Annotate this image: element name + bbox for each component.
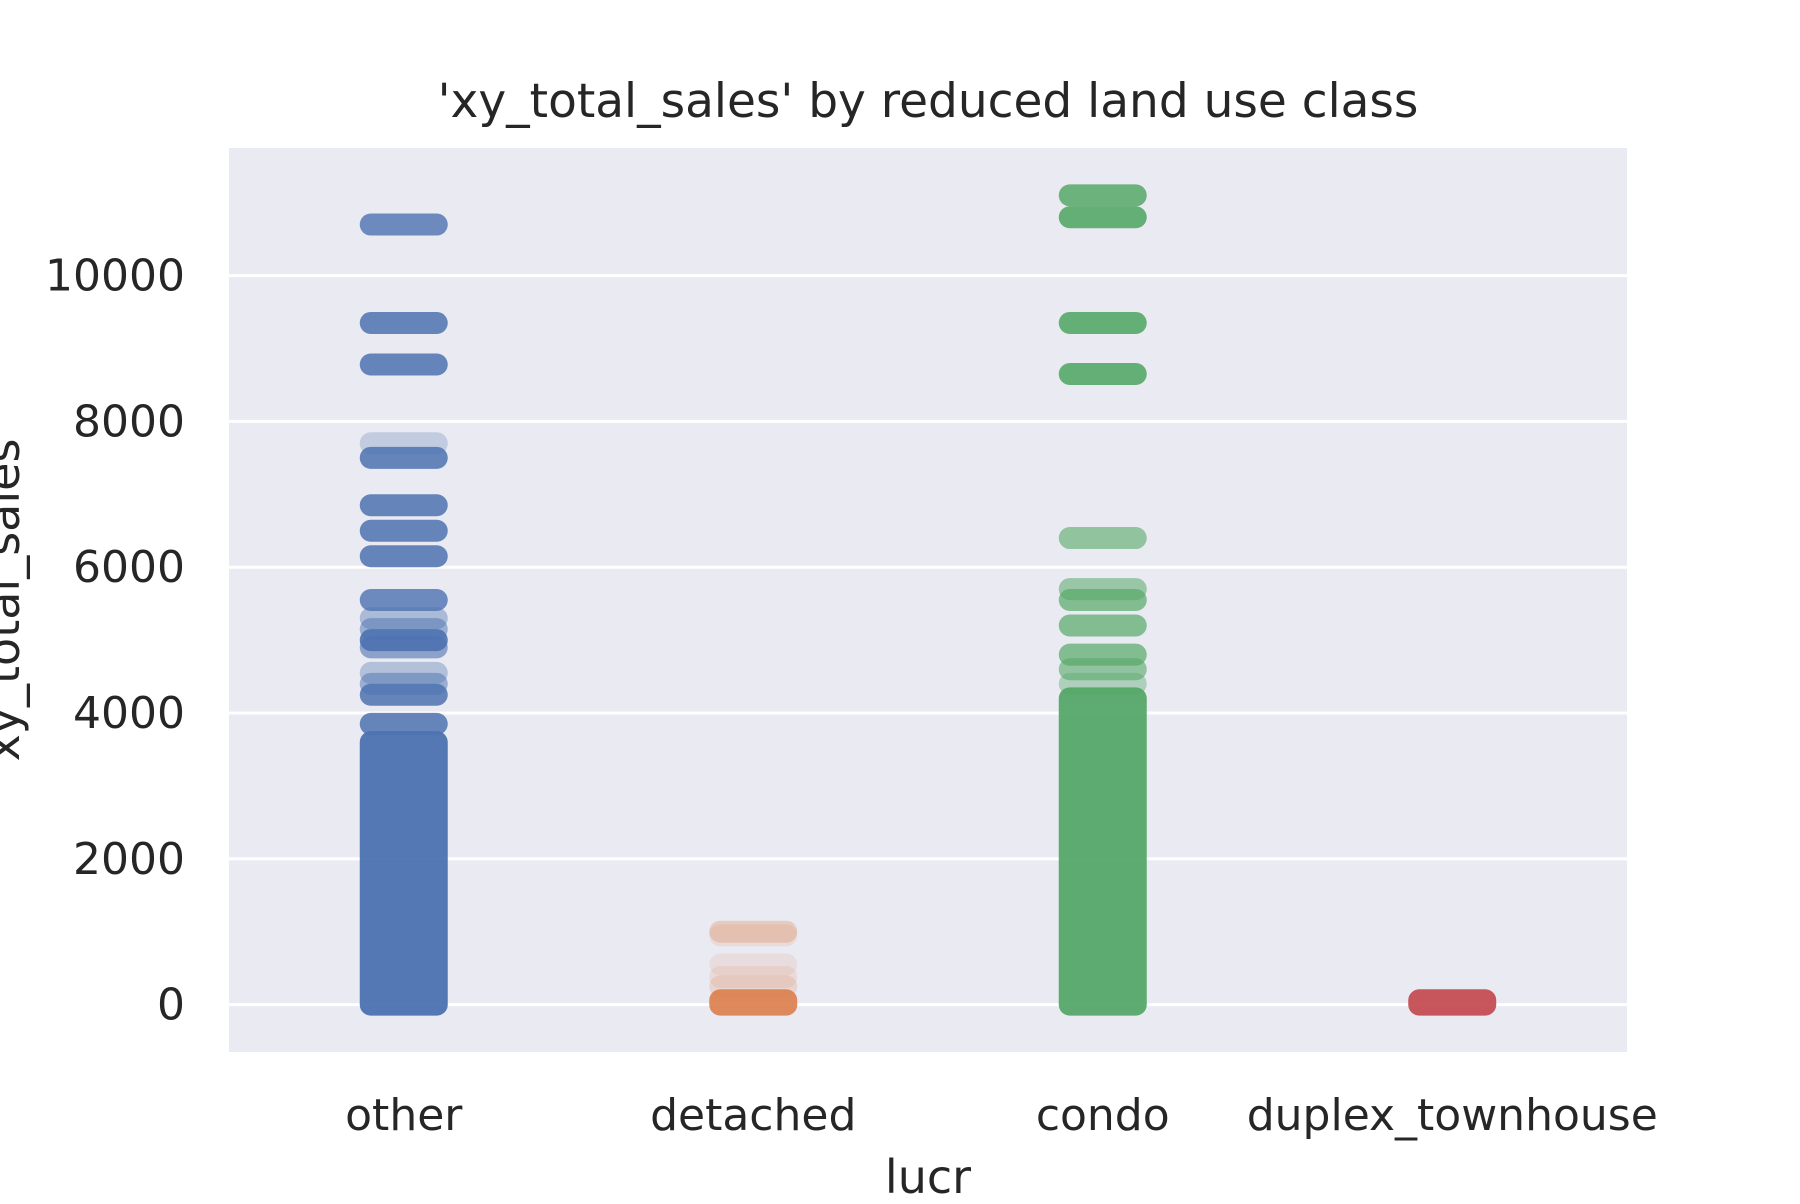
- strip-points-detached: [709, 989, 798, 1016]
- strip-band-detached: [709, 920, 798, 943]
- strip-band-condo: [1058, 614, 1147, 637]
- strip-points-other: [359, 731, 448, 1016]
- y-tick-label: 10000: [45, 251, 185, 302]
- series-condo: [1058, 184, 1147, 1016]
- strip-band-condo: [1058, 658, 1147, 681]
- series-detached: [709, 920, 798, 1016]
- strip-band-detached: [709, 953, 798, 976]
- series-duplex_townhouse: [1408, 989, 1497, 1016]
- strip-band-detached: [709, 965, 798, 988]
- x-tick-label: condo: [1036, 1090, 1170, 1141]
- x-axis-label: lucr: [885, 1150, 971, 1200]
- strip-band-other: [359, 589, 448, 611]
- strip-band-other: [359, 636, 448, 659]
- plot-background: [229, 148, 1627, 1052]
- y-tick-label: 0: [157, 980, 185, 1031]
- strip-band-other: [359, 712, 448, 735]
- strip-band-other: [359, 213, 448, 236]
- y-tick-label: 4000: [73, 688, 185, 739]
- strip-band-condo: [1058, 589, 1147, 611]
- strip-band-detached: [709, 975, 798, 998]
- y-tick-label: 8000: [73, 396, 185, 447]
- strip-band-condo: [1058, 363, 1147, 385]
- strip-band-detached: [709, 924, 798, 947]
- strip-band-other: [359, 446, 448, 469]
- strip-points-condo: [1058, 687, 1147, 1016]
- strip-band-other: [359, 545, 448, 568]
- x-tick-label: detached: [650, 1090, 856, 1141]
- strip-band-condo: [1058, 527, 1147, 550]
- x-tick-label: other: [345, 1090, 463, 1141]
- x-tick-label: duplex_townhouse: [1247, 1090, 1658, 1141]
- strip-band-other: [359, 683, 448, 706]
- strip-band-condo: [1058, 206, 1147, 229]
- y-axis-label: xy_total_sales: [0, 439, 30, 762]
- y-tick-label: 2000: [73, 834, 185, 885]
- strip-band-other: [359, 519, 448, 542]
- y-tick-label: 6000: [73, 542, 185, 593]
- strip-points-duplex_townhouse: [1408, 989, 1497, 1016]
- strip-band-other: [359, 311, 448, 334]
- strip-band-other: [359, 494, 448, 517]
- series-other: [359, 213, 448, 1016]
- strip-band-other: [359, 353, 448, 376]
- strip-band-condo: [1058, 311, 1147, 334]
- chart-title: 'xy_total_sales' by reduced land use cla…: [438, 74, 1419, 129]
- strip-band-condo: [1058, 672, 1147, 695]
- strip-band-condo: [1058, 184, 1147, 207]
